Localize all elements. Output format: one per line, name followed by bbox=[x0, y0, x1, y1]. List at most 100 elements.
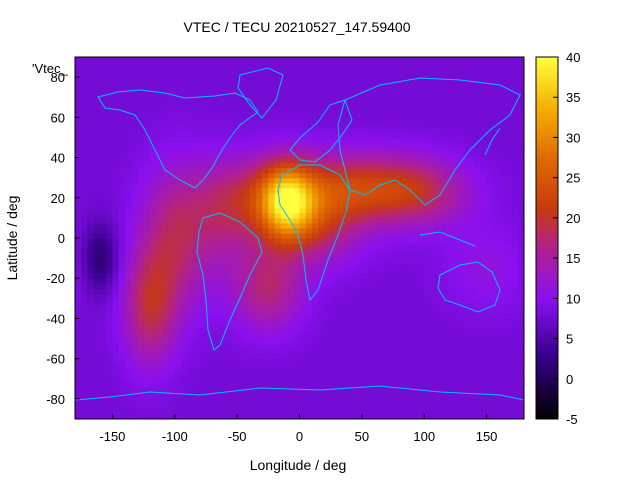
heatmap-cell bbox=[212, 192, 220, 199]
heatmap-cell bbox=[361, 343, 369, 350]
heatmap-cell bbox=[112, 383, 120, 390]
heatmap-cell bbox=[449, 152, 457, 159]
heatmap-cell bbox=[399, 408, 407, 415]
heatmap-cell bbox=[461, 253, 469, 259]
heatmap-cell bbox=[417, 147, 425, 154]
heatmap-cell bbox=[411, 258, 419, 264]
heatmap-cell bbox=[343, 87, 350, 93]
heatmap-cell bbox=[168, 308, 176, 315]
heatmap-cell bbox=[474, 132, 481, 139]
heatmap-cell bbox=[336, 238, 344, 244]
heatmap-cell bbox=[137, 107, 145, 113]
heatmap-cell bbox=[442, 398, 450, 405]
heatmap-cell bbox=[218, 192, 226, 199]
heatmap-cell bbox=[311, 308, 319, 315]
heatmap-cell bbox=[368, 373, 375, 380]
heatmap-cell bbox=[143, 167, 151, 174]
heatmap-cell bbox=[361, 167, 369, 174]
heatmap-cell bbox=[131, 72, 138, 78]
heatmap-cell bbox=[436, 192, 444, 199]
heatmap-cell bbox=[436, 72, 444, 78]
heatmap-cell bbox=[436, 177, 444, 184]
heatmap-cell bbox=[486, 87, 494, 93]
heatmap-cell bbox=[287, 62, 294, 68]
heatmap-cell bbox=[411, 338, 419, 345]
heatmap-cell bbox=[355, 363, 363, 370]
heatmap-cell bbox=[405, 303, 413, 309]
heatmap-cell bbox=[399, 202, 407, 209]
heatmap-cell bbox=[205, 222, 213, 229]
heatmap-cell bbox=[181, 263, 188, 269]
heatmap-cell bbox=[474, 147, 481, 154]
heatmap-cell bbox=[243, 112, 251, 118]
heatmap-cell bbox=[162, 232, 170, 239]
heatmap-cell bbox=[499, 177, 506, 184]
heatmap-cell bbox=[280, 243, 288, 249]
heatmap-cell bbox=[168, 413, 176, 419]
heatmap-cell bbox=[75, 117, 82, 123]
heatmap-cell bbox=[499, 157, 506, 164]
heatmap-cell bbox=[274, 182, 282, 189]
heatmap-cell bbox=[187, 57, 195, 63]
heatmap-cell bbox=[181, 378, 188, 385]
heatmap-cell bbox=[87, 353, 95, 360]
heatmap-cell bbox=[311, 278, 319, 284]
heatmap-cell bbox=[262, 383, 269, 390]
heatmap-cell bbox=[149, 283, 157, 289]
heatmap-cell bbox=[87, 268, 95, 274]
heatmap-cell bbox=[486, 378, 494, 385]
heatmap-cell bbox=[124, 358, 132, 365]
heatmap-cell bbox=[99, 127, 107, 134]
heatmap-cell bbox=[99, 137, 107, 144]
heatmap-cell bbox=[137, 152, 145, 159]
heatmap-cell bbox=[249, 253, 257, 259]
heatmap-cell bbox=[255, 248, 263, 254]
heatmap-cell bbox=[81, 383, 89, 390]
heatmap-cell bbox=[374, 207, 382, 214]
heatmap-cell bbox=[349, 383, 357, 390]
heatmap-cell bbox=[205, 172, 213, 179]
heatmap-cell bbox=[93, 388, 101, 395]
heatmap-cell bbox=[330, 222, 338, 229]
heatmap-cell bbox=[442, 293, 450, 299]
heatmap-cell bbox=[243, 388, 251, 395]
heatmap-cell bbox=[467, 283, 475, 289]
heatmap-cell bbox=[499, 258, 506, 264]
heatmap-cell bbox=[486, 353, 494, 360]
heatmap-cell bbox=[368, 177, 375, 184]
heatmap-cell bbox=[174, 408, 182, 415]
heatmap-cell bbox=[112, 182, 120, 189]
heatmap-cell bbox=[386, 373, 394, 380]
heatmap-cell bbox=[455, 177, 463, 184]
heatmap-cell bbox=[411, 378, 419, 385]
heatmap-cell bbox=[112, 378, 120, 385]
heatmap-cell bbox=[280, 253, 288, 259]
heatmap-cell bbox=[75, 378, 82, 385]
heatmap-cell bbox=[380, 87, 388, 93]
heatmap-cell bbox=[118, 388, 126, 395]
heatmap-cell bbox=[368, 117, 375, 123]
heatmap-cell bbox=[311, 238, 319, 244]
heatmap-cell bbox=[324, 313, 332, 320]
heatmap-cell bbox=[268, 122, 276, 128]
heatmap-cell bbox=[131, 162, 138, 169]
heatmap-cell bbox=[386, 192, 394, 199]
heatmap-cell bbox=[280, 263, 288, 269]
heatmap-cell bbox=[99, 207, 107, 214]
heatmap-cell bbox=[492, 227, 500, 234]
heatmap-cell bbox=[442, 388, 450, 395]
heatmap-cell bbox=[374, 378, 382, 385]
heatmap-cell bbox=[81, 132, 89, 139]
heatmap-cell bbox=[287, 353, 294, 360]
heatmap-cell bbox=[143, 303, 151, 309]
heatmap-cell bbox=[106, 358, 114, 365]
heatmap-cell bbox=[118, 358, 126, 365]
heatmap-cell bbox=[280, 333, 288, 340]
heatmap-cell bbox=[417, 403, 425, 410]
heatmap-cell bbox=[262, 192, 269, 199]
heatmap-cell bbox=[193, 77, 201, 83]
heatmap-cell bbox=[293, 82, 301, 88]
heatmap-cell bbox=[224, 338, 232, 345]
heatmap-cell bbox=[124, 363, 132, 370]
heatmap-cell bbox=[324, 358, 332, 365]
